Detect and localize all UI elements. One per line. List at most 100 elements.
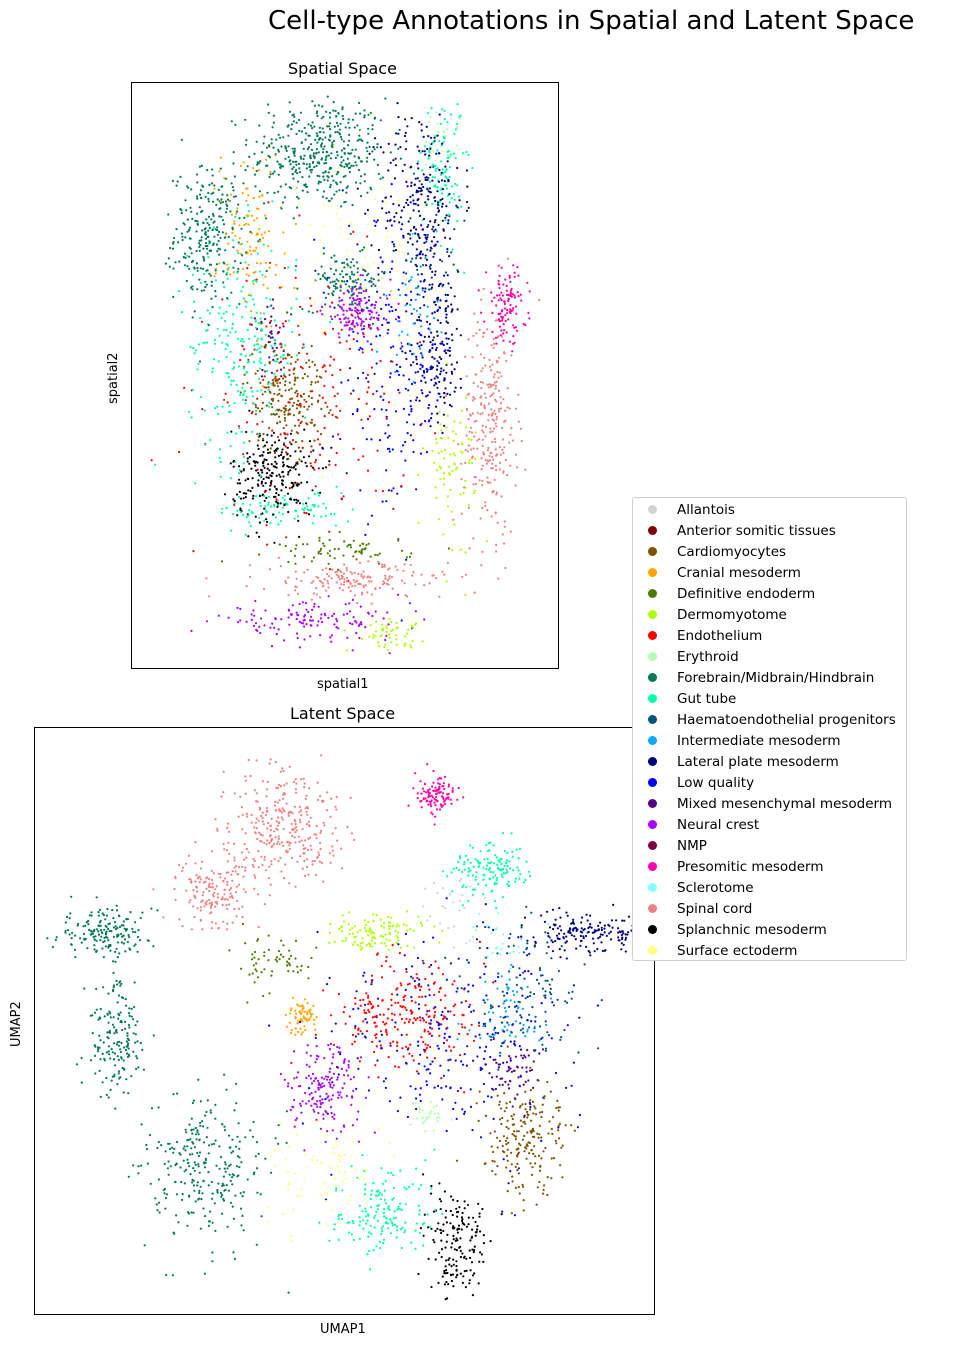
scatter-point (545, 1023, 548, 1026)
scatter-point (481, 412, 484, 415)
scatter-point (392, 243, 395, 246)
scatter-point (486, 449, 489, 452)
scatter-point (226, 263, 229, 266)
scatter-point (320, 142, 324, 145)
scatter-point (506, 387, 509, 390)
scatter-point (506, 474, 509, 477)
scatter-point (455, 1237, 458, 1240)
scatter-point (315, 148, 318, 151)
scatter-point (317, 380, 320, 383)
scatter-point (580, 927, 583, 930)
scatter-point (254, 403, 257, 407)
scatter-point (483, 406, 486, 409)
scatter-point (242, 297, 245, 300)
scatter-point (445, 205, 448, 208)
scatter-point (431, 283, 434, 286)
scatter-point (428, 154, 431, 157)
scatter-point (410, 382, 414, 386)
scatter-point (488, 358, 491, 361)
scatter-point (434, 343, 437, 346)
scatter-point (393, 245, 396, 248)
scatter-point (284, 409, 287, 412)
scatter-point (484, 364, 487, 367)
scatter-point (338, 578, 341, 581)
scatter-point (230, 120, 233, 123)
scatter-point (362, 576, 365, 579)
scatter-point (247, 263, 250, 266)
scatter-point (324, 370, 327, 373)
scatter-point (369, 343, 373, 346)
scatter-point (254, 464, 257, 467)
scatter-point (261, 368, 264, 372)
scatter-point (277, 385, 280, 388)
scatter-point (490, 515, 493, 518)
scatter-point (293, 836, 296, 839)
scatter-point (363, 919, 367, 922)
scatter-point (203, 289, 206, 292)
scatter-point (253, 981, 256, 984)
scatter-point (353, 571, 356, 574)
scatter-point (386, 219, 389, 222)
scatter-point (406, 302, 409, 305)
scatter-point (499, 312, 502, 315)
scatter-point (395, 363, 398, 366)
scatter-point (365, 1194, 368, 1197)
scatter-point (471, 1274, 475, 1277)
scatter-point (406, 595, 409, 598)
scatter-point (452, 1238, 455, 1241)
scatter-point (337, 1073, 340, 1076)
scatter-point (485, 540, 489, 543)
scatter-point (457, 1224, 461, 1227)
scatter-point (429, 1225, 432, 1228)
scatter-point (376, 1059, 379, 1062)
scatter-point (443, 573, 446, 576)
scatter-point (423, 304, 426, 307)
scatter-point (313, 104, 316, 107)
scatter-point (368, 1268, 372, 1271)
scatter-point (592, 942, 595, 945)
scatter-point (304, 1153, 307, 1156)
scatter-point (348, 328, 351, 331)
scatter-point (504, 278, 507, 281)
scatter-point (349, 392, 353, 395)
scatter-point (342, 554, 345, 557)
scatter-point (327, 398, 330, 401)
scatter-point (363, 349, 366, 352)
scatter-point (465, 1225, 469, 1228)
scatter-point (281, 807, 284, 810)
scatter-point (347, 321, 350, 324)
scatter-point (306, 375, 309, 378)
scatter-point (248, 274, 251, 277)
scatter-point (436, 364, 439, 367)
scatter-point (334, 571, 337, 574)
scatter-point (291, 147, 294, 150)
scatter-point (404, 642, 407, 645)
scatter-point (429, 116, 432, 119)
scatter-point (250, 958, 254, 961)
scatter-point (312, 556, 315, 559)
scatter-point (338, 530, 341, 534)
scatter-point (217, 614, 220, 617)
scatter-point (237, 390, 240, 393)
scatter-point (242, 462, 245, 465)
scatter-point (280, 145, 283, 148)
scatter-point (319, 277, 322, 281)
scatter-point (307, 977, 310, 980)
scatter-point (197, 1078, 200, 1081)
scatter-point (235, 1102, 238, 1105)
scatter-point (336, 183, 339, 186)
scatter-point (342, 147, 346, 150)
scatter-point (455, 327, 458, 330)
scatter-point (276, 801, 279, 804)
scatter-point (360, 160, 363, 163)
scatter-point (517, 1186, 520, 1189)
scatter-point (436, 240, 439, 243)
scatter-point (264, 214, 267, 217)
scatter-point (413, 183, 416, 186)
scatter-point (542, 1188, 545, 1192)
scatter-point (434, 1208, 437, 1211)
scatter-point (470, 438, 473, 441)
scatter-point (426, 225, 429, 228)
scatter-point (444, 219, 447, 222)
scatter-point (531, 1166, 534, 1169)
